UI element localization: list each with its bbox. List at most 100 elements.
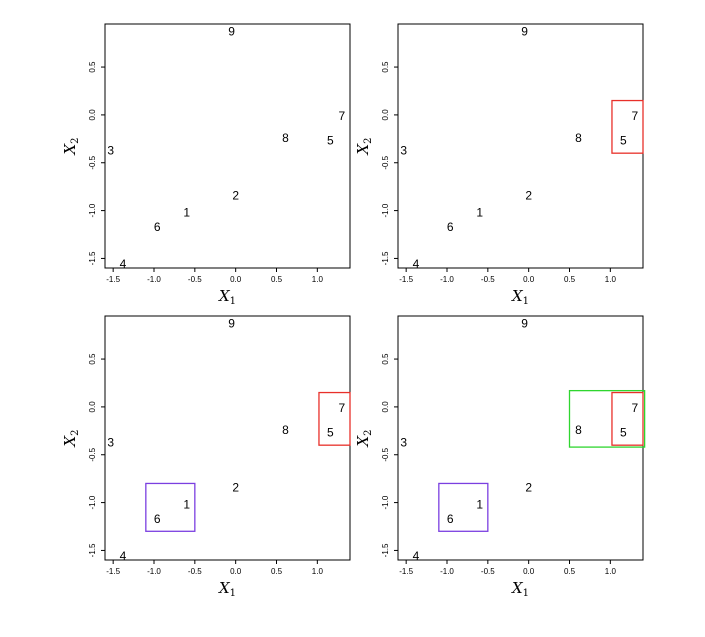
x-tick-label: -0.5 [481, 275, 495, 284]
x-tick-label: 0.5 [271, 567, 283, 576]
x-tick-label: -0.5 [188, 275, 202, 284]
y-tick-label: 0.0 [88, 401, 97, 413]
y-tick-label: 0.0 [88, 109, 97, 121]
x-tick-label: -1.5 [106, 567, 120, 576]
y-tick-label: 0.5 [381, 353, 390, 365]
x-tick-label: 0.0 [230, 567, 242, 576]
x-tick-label: 1.0 [312, 275, 324, 284]
y-tick-label: 0.5 [88, 61, 97, 73]
x-axis-title: X1 [511, 287, 529, 307]
point-label-9: 9 [228, 25, 235, 39]
x-tick-label: 0.0 [523, 275, 535, 284]
x-tick-label: -1.0 [440, 275, 454, 284]
y-axis-title: X2 [354, 429, 374, 447]
x-tick-label: -1.5 [399, 275, 413, 284]
point-label-4: 4 [413, 257, 420, 271]
cluster-box-1 [318, 391, 351, 446]
x-tick-label: 1.0 [605, 567, 617, 576]
point-label-1: 1 [476, 206, 483, 220]
y-axis-title: X2 [61, 137, 81, 155]
point-label-4: 4 [413, 549, 420, 563]
point-label-7: 7 [631, 109, 638, 123]
x-tick-label: 0.5 [564, 275, 576, 284]
y-tick-label: 0.0 [381, 401, 390, 413]
x-tick-label: 0.0 [523, 567, 535, 576]
point-label-6: 6 [154, 512, 161, 526]
plot-frame [104, 315, 351, 561]
x-axis-title: X1 [218, 579, 236, 599]
cluster-box-2 [438, 482, 489, 532]
point-label-9: 9 [228, 317, 235, 331]
point-label-3: 3 [400, 435, 407, 449]
x-tick-label: -1.0 [147, 567, 161, 576]
point-label-4: 4 [120, 257, 127, 271]
point-label-5: 5 [620, 134, 627, 148]
y-tick-label: 0.5 [381, 61, 390, 73]
point-label-8: 8 [282, 423, 289, 437]
y-tick-label: 0.5 [88, 353, 97, 365]
x-tick-label: -1.0 [147, 275, 161, 284]
y-axis-title: X2 [61, 429, 81, 447]
plot-frame [104, 23, 351, 269]
y-tick-label: -1.0 [381, 203, 390, 217]
cluster-box-1 [611, 99, 644, 154]
point-label-1: 1 [183, 206, 190, 220]
cluster-box-1 [611, 391, 644, 446]
y-axis-title: X2 [354, 137, 374, 155]
point-label-3: 3 [107, 143, 114, 157]
cluster-box-2 [145, 482, 196, 532]
y-tick-label: -1.5 [88, 251, 97, 265]
y-tick-label: -1.0 [88, 203, 97, 217]
point-label-2: 2 [232, 480, 239, 494]
x-tick-label: -1.5 [399, 567, 413, 576]
point-label-6: 6 [447, 512, 454, 526]
point-label-9: 9 [521, 317, 528, 331]
x-tick-label: -1.5 [106, 275, 120, 284]
point-label-8: 8 [282, 131, 289, 145]
point-label-7: 7 [338, 401, 345, 415]
x-tick-label: 0.0 [230, 275, 242, 284]
scatter-panel-3: -1.5 -1.0 -0.5 0.0 0.5 1.0 -1.5 -1.0 -0.5 0.0 0.5 X… [61, 315, 351, 599]
point-label-5: 5 [327, 134, 334, 148]
point-label-3: 3 [400, 143, 407, 157]
point-label-6: 6 [447, 220, 454, 234]
y-tick-label: -0.5 [88, 155, 97, 169]
y-tick-label: -0.5 [381, 447, 390, 461]
scatter-panel-2: -1.5 -1.0 -0.5 0.0 0.5 1.0 -1.5 -1.0 -0.5 0.0 0.5 X… [354, 23, 644, 307]
scatter-panel-1: -1.5 -1.0 -0.5 0.0 0.5 1.0 -1.5 -1.0 -0.5 0.0 0.5 X… [61, 23, 351, 307]
x-tick-label: -0.5 [481, 567, 495, 576]
point-label-3: 3 [107, 435, 114, 449]
x-tick-label: -1.0 [440, 567, 454, 576]
point-label-2: 2 [232, 188, 239, 202]
point-label-2: 2 [525, 480, 532, 494]
point-label-5: 5 [620, 426, 627, 440]
point-label-8: 8 [575, 131, 582, 145]
point-label-1: 1 [476, 498, 483, 512]
point-label-1: 1 [183, 498, 190, 512]
point-label-5: 5 [327, 426, 334, 440]
scatter-panel-4: -1.5 -1.0 -0.5 0.0 0.5 1.0 -1.5 -1.0 -0.5 0.0 0.5 X… [354, 315, 646, 599]
y-tick-label: -0.5 [381, 155, 390, 169]
x-axis-title: X1 [511, 579, 529, 599]
y-tick-label: 0.0 [381, 109, 390, 121]
y-tick-label: -0.5 [88, 447, 97, 461]
plot-frame [397, 315, 644, 561]
y-tick-label: -1.0 [381, 495, 390, 509]
point-label-6: 6 [154, 220, 161, 234]
point-label-7: 7 [631, 401, 638, 415]
y-tick-label: -1.5 [88, 543, 97, 557]
y-tick-label: -1.5 [381, 251, 390, 265]
point-label-9: 9 [521, 25, 528, 39]
x-tick-label: 0.5 [564, 567, 576, 576]
x-tick-label: -0.5 [188, 567, 202, 576]
point-label-4: 4 [120, 549, 127, 563]
x-tick-label: 1.0 [605, 275, 617, 284]
cluster-box-3 [568, 389, 646, 448]
point-label-7: 7 [338, 109, 345, 123]
plot-frame [397, 23, 644, 269]
y-tick-label: -1.0 [88, 495, 97, 509]
x-tick-label: 1.0 [312, 567, 324, 576]
point-label-2: 2 [525, 188, 532, 202]
x-tick-label: 0.5 [271, 275, 283, 284]
